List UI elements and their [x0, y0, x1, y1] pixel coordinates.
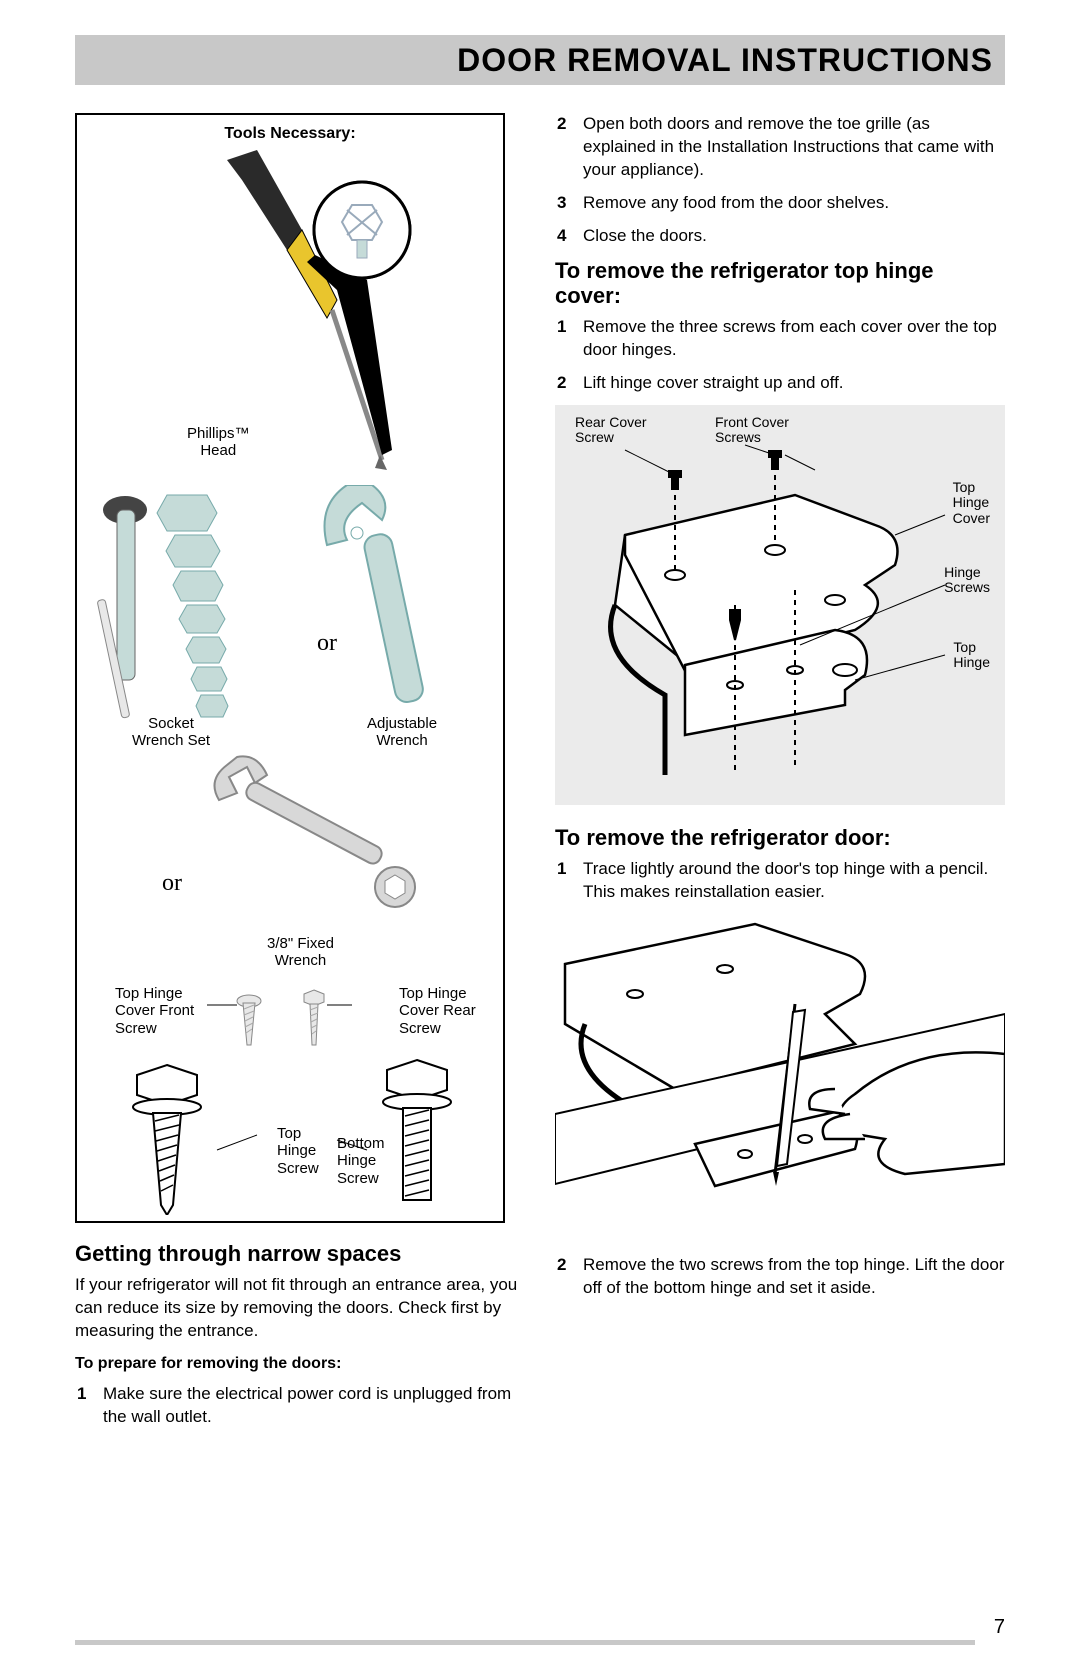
step-text: Trace lightly around the door's top hing…: [583, 859, 988, 901]
list-item: 2Lift hinge cover straight up and off.: [583, 372, 1005, 395]
top-hinge-screw-label: TopHingeScrew: [277, 1125, 319, 1177]
rear-cover-screw-callout: Rear CoverScrew: [575, 415, 647, 446]
prepare-subheading: To prepare for removing the doors:: [75, 1355, 525, 1373]
list-item: 2Remove the two screws from the top hing…: [583, 1254, 1005, 1300]
phillips-label: Phillips™Head: [187, 425, 250, 460]
title-bar: DOOR REMOVAL INSTRUCTIONS: [75, 35, 1005, 85]
list-item: 1Remove the three screws from each cover…: [583, 316, 1005, 362]
fixed-wrench-label: 3/8" FixedWrench: [267, 935, 334, 970]
tools-box: Tools Necessary:: [75, 113, 505, 1223]
fixed-wrench-illustration: [207, 745, 437, 945]
list-item: 1Trace lightly around the door's top hin…: [583, 858, 1005, 904]
hinge-screws-callout: HingeScrews: [944, 565, 990, 596]
tracing-diagram: [555, 914, 1005, 1234]
tracing-svg: [555, 914, 1005, 1234]
wrench-row-illustration: [97, 485, 487, 745]
tools-heading: Tools Necessary:: [77, 125, 503, 143]
hinge-cover-diagram: Rear CoverScrew Front CoverScrews TopHin…: [555, 405, 1005, 805]
step-text: Lift hinge cover straight up and off.: [583, 373, 844, 392]
remove-door-heading: To remove the refrigerator door:: [555, 825, 1005, 850]
rear-cover-screw-label: Top HingeCover RearScrew: [399, 985, 476, 1037]
step-text: Make sure the electrical power cord is u…: [103, 1384, 511, 1426]
screwdriver-illustration: [187, 150, 417, 470]
prepare-steps: 1Make sure the electrical power cord is …: [75, 1383, 525, 1429]
narrow-spaces-heading: Getting through narrow spaces: [75, 1241, 525, 1266]
left-column: Tools Necessary:: [75, 113, 525, 1439]
continued-steps: 2Open both doors and remove the toe gril…: [555, 113, 1005, 248]
step-text: Open both doors and remove the toe grill…: [583, 114, 994, 179]
list-item: 4Close the doors.: [583, 225, 1005, 248]
list-item: 3Remove any food from the door shelves.: [583, 192, 1005, 215]
or-label-2: or: [162, 870, 182, 897]
list-item: 1Make sure the electrical power cord is …: [103, 1383, 525, 1429]
socket-label: SocketWrench Set: [132, 715, 210, 750]
top-hinge-cover-callout: TopHingeCover: [953, 480, 990, 526]
step-text: Remove the two screws from the top hinge…: [583, 1255, 1004, 1297]
footer-rule: [75, 1640, 975, 1645]
bottom-hinge-screw-label: BottomHingeScrew: [337, 1135, 385, 1187]
step-text: Remove the three screws from each cover …: [583, 317, 997, 359]
right-column: 2Open both doors and remove the toe gril…: [555, 113, 1005, 1439]
step-text: Remove any food from the door shelves.: [583, 193, 889, 212]
remove-door-steps-1: 1Trace lightly around the door's top hin…: [555, 858, 1005, 904]
hinge-cover-steps: 1Remove the three screws from each cover…: [555, 316, 1005, 395]
top-hinge-callout: TopHinge: [953, 640, 990, 671]
page-number: 7: [994, 1616, 1005, 1639]
hinge-cover-svg: [555, 405, 1005, 805]
remove-door-steps-2: 2Remove the two screws from the top hing…: [555, 1254, 1005, 1300]
hinge-cover-heading: To remove the refrigerator top hinge cov…: [555, 258, 1005, 309]
front-cover-screw-label: Top HingeCover FrontScrew: [115, 985, 194, 1037]
front-cover-screws-callout: Front CoverScrews: [715, 415, 789, 446]
list-item: 2Open both doors and remove the toe gril…: [583, 113, 1005, 182]
step-text: Close the doors.: [583, 226, 707, 245]
narrow-spaces-body: If your refrigerator will not fit throug…: [75, 1274, 525, 1343]
page-title: DOOR REMOVAL INSTRUCTIONS: [457, 42, 993, 79]
or-label-1: or: [317, 630, 337, 657]
